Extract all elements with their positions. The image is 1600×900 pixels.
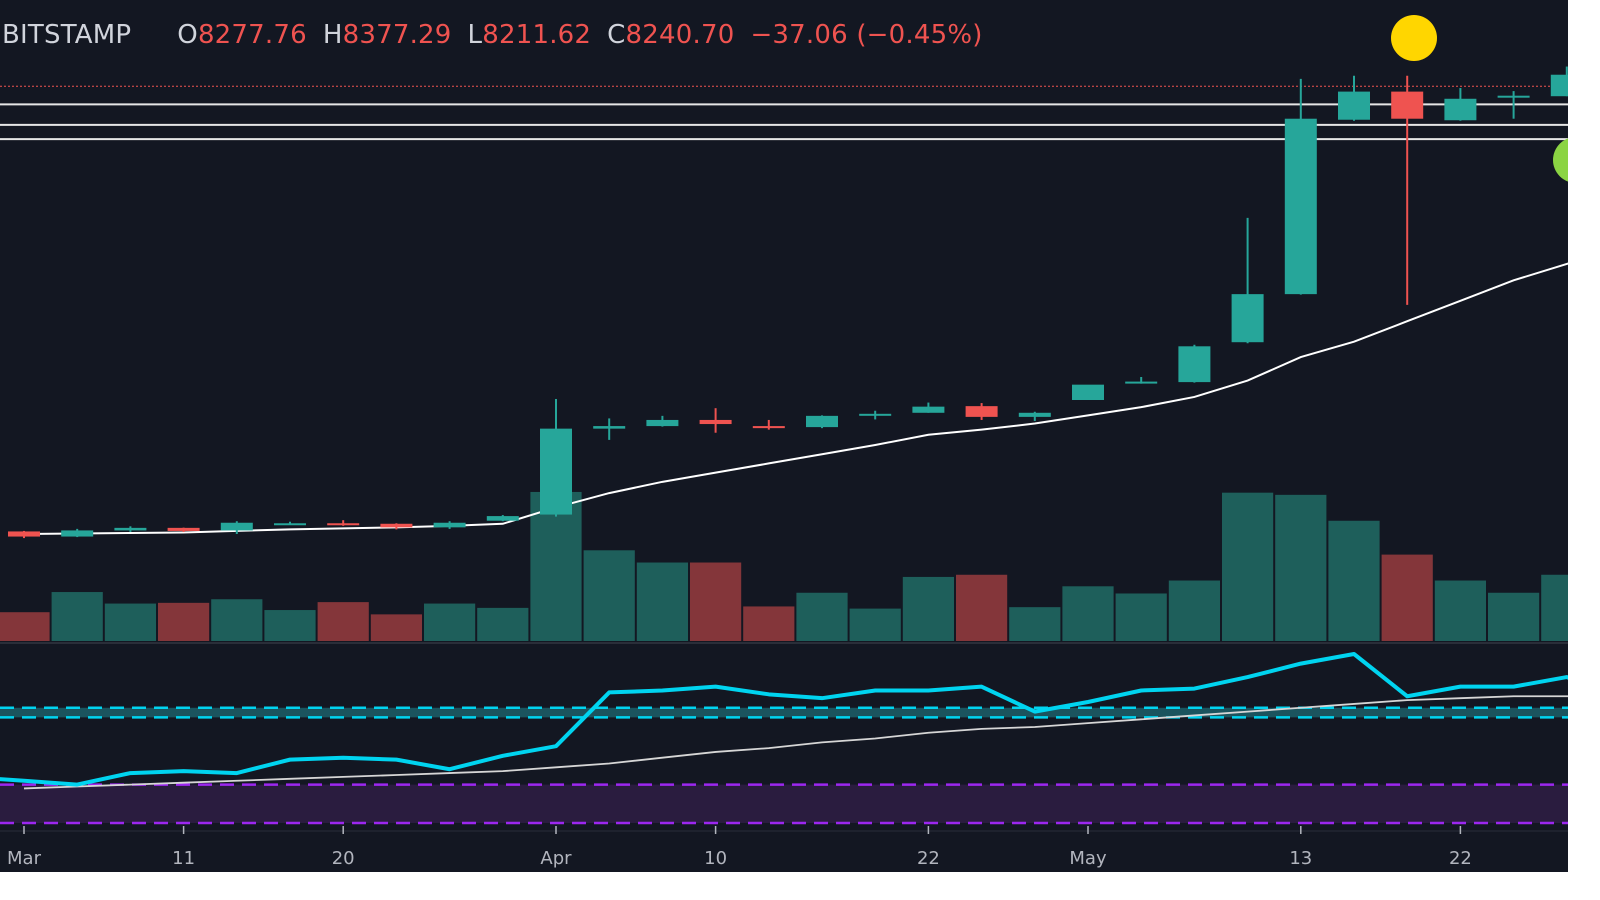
x-tick-label: 20: [332, 848, 355, 869]
close-label: C: [607, 20, 626, 50]
rsi-upper-band: [0, 707, 1568, 718]
x-tick-label: Apr: [540, 848, 572, 869]
volume-bar: [1434, 580, 1486, 641]
volume-bar: [1115, 593, 1167, 641]
candle-body: [593, 426, 626, 429]
candle-body: [1284, 118, 1317, 295]
x-tick-label: Mar: [7, 848, 42, 869]
candle-body: [1497, 95, 1530, 98]
volume-bar: [317, 602, 369, 641]
candle-body: [1178, 346, 1211, 383]
volume-bar: [636, 562, 688, 641]
low-label: L: [467, 20, 483, 50]
volume-bar: [370, 614, 422, 641]
x-tick-label: 22: [1449, 848, 1472, 869]
candle-body: [1072, 384, 1104, 401]
x-tick-label: 10: [704, 848, 727, 869]
candle-body: [1125, 381, 1158, 384]
high-value: 8377.29: [342, 20, 452, 50]
volume-bar: [1275, 494, 1327, 641]
candle-body: [540, 428, 572, 515]
candle-body: [1231, 294, 1264, 343]
volume-bar: [849, 608, 901, 641]
candle-body: [1444, 98, 1477, 121]
volume-bar: [1488, 592, 1540, 641]
open-value: 8277.76: [197, 20, 307, 50]
volume-bar: [956, 574, 1008, 641]
volume-bar: [743, 606, 795, 641]
volume-bar: [583, 550, 635, 641]
rsi-ma-line: [23, 695, 1568, 790]
rsi-lower-band: [0, 784, 1568, 823]
volume-bar: [0, 612, 50, 641]
close-value: 8240.70: [625, 20, 735, 50]
volume-bar: [690, 562, 742, 641]
candlestick-chart[interactable]: Mar 11 20 Apr 10 22 May 13 22: [0, 0, 1568, 872]
volume-bar: [1328, 520, 1380, 641]
volume-bar: [477, 607, 529, 641]
ohlc-header: BITSTAMP O 8277.76 H 8377.29 L 8211.62 C 824…: [2, 18, 983, 52]
x-tick-label: 22: [917, 848, 940, 869]
candle-body: [274, 523, 306, 526]
candle-body: [433, 522, 466, 528]
rsi-line: [0, 652, 1568, 787]
volume-bar: [211, 599, 263, 641]
volume-bar: [1222, 492, 1274, 641]
candle-body: [167, 527, 200, 531]
volume-bar: [530, 491, 582, 641]
moving-average-line: [23, 262, 1568, 535]
volume-bar: [902, 576, 954, 641]
change-value: −37.06 (−0.45%): [750, 20, 983, 50]
candle-body: [699, 419, 732, 425]
volume-bar: [51, 592, 103, 641]
yellow-marker: [1391, 15, 1437, 61]
volume-bar: [1381, 554, 1433, 641]
candle-body: [8, 531, 40, 537]
volume-bar: [1541, 574, 1568, 641]
candle-body: [114, 527, 147, 531]
candle-body: [912, 406, 945, 413]
x-tick-label: 11: [172, 848, 195, 869]
x-tick-label: 13: [1289, 848, 1312, 869]
open-label: O: [177, 20, 198, 50]
candle-body: [1338, 91, 1370, 120]
chart-frame: Mar 11 20 Apr 10 22 May 13 22 BITSTAMP O 8277.76 …: [0, 0, 1568, 872]
candle-body: [220, 522, 253, 531]
candle-body: [806, 415, 838, 428]
candle-body: [380, 523, 413, 528]
symbol-label: BITSTAMP: [2, 20, 132, 50]
candle-body: [965, 406, 998, 417]
volume-bar: [104, 603, 156, 641]
candle-body: [859, 413, 892, 416]
candle-body: [646, 419, 679, 427]
volume-bar: [1168, 580, 1220, 641]
volume-bar: [264, 610, 316, 641]
volume-bar: [424, 603, 476, 641]
candle-body: [752, 426, 785, 429]
high-label: H: [322, 20, 343, 50]
volume-bar: [796, 592, 848, 641]
candle-body: [1018, 412, 1051, 417]
candle-body: [1391, 91, 1424, 119]
candle-body: [61, 530, 94, 537]
candle-body: [486, 516, 519, 521]
candle-body: [327, 523, 360, 526]
volume-bar: [1062, 586, 1114, 641]
candle-body: [1550, 74, 1568, 97]
volume-bar: [158, 602, 210, 641]
x-tick-label: May: [1069, 848, 1107, 869]
volume-bar: [1009, 607, 1061, 641]
low-value: 8211.62: [482, 20, 592, 50]
green-marker: [1553, 138, 1568, 182]
